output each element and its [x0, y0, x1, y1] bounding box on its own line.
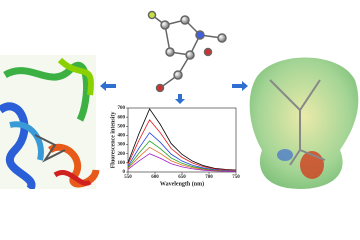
y-tick-label: 100: [118, 161, 126, 166]
spectrum-line: [127, 119, 237, 171]
spectrum-line: [127, 153, 237, 172]
y-tick-label: 0: [123, 170, 126, 175]
x-tick-label: 700: [205, 175, 213, 180]
y-tick-label: 400: [118, 134, 126, 139]
x-axis-label: Wavelength (nm): [160, 180, 204, 187]
protein-illustration: [0, 55, 100, 189]
y-axis-label: Fluorescence intensity: [110, 112, 116, 169]
x-tick-label: 650: [178, 175, 186, 180]
y-tick-label: 500: [118, 124, 126, 129]
spectrum-line: [127, 108, 237, 171]
arrows: [100, 81, 248, 104]
spectrum-line: [127, 132, 237, 172]
x-tick-label: 550: [124, 175, 132, 180]
y-tick-label: 300: [118, 143, 126, 148]
surface-illustration: [249, 57, 359, 189]
x-tick-label: 600: [151, 175, 159, 180]
molecule-illustration: [147, 10, 227, 93]
x-tick-label: 750: [232, 175, 240, 180]
y-tick-label: 200: [118, 152, 126, 157]
y-tick-label: 700: [118, 106, 126, 111]
y-tick-label: 600: [118, 115, 126, 120]
spectrum-chart: Wavelength (nm) Fluorescence intensity 0…: [110, 106, 240, 187]
graphical-abstract: Wavelength (nm) Fluorescence intensity 0…: [0, 10, 359, 189]
